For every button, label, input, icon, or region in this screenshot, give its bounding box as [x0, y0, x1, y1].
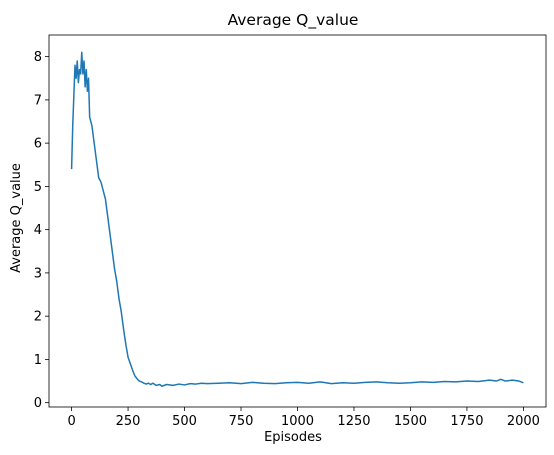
- plot-frame: [48, 34, 547, 408]
- series-layer: [70, 51, 524, 387]
- x-tick-label: 0: [67, 414, 75, 429]
- x-axis-label: Episodes: [264, 430, 322, 445]
- x-tick-label: 1750: [450, 414, 483, 429]
- y-tick-label: 8: [34, 50, 42, 65]
- axis-ticks: 0 250 500 750 1000 1250 1500 1750 2000 0 1 2 3 4 5 6 7 8: [34, 50, 540, 429]
- y-tick-label: 3: [34, 266, 42, 281]
- y-tick-label: 2: [34, 310, 42, 325]
- x-tick-label: 250: [116, 414, 141, 429]
- x-tick-label: 1500: [394, 414, 427, 429]
- y-tick-label: 7: [34, 93, 42, 108]
- chart-title: Average Q_value: [228, 11, 359, 30]
- x-tick-label: 2000: [507, 414, 540, 429]
- x-tick-label: 500: [172, 414, 197, 429]
- y-tick-label: 4: [34, 223, 42, 238]
- q-value-series-line: [70, 51, 524, 387]
- y-tick-label: 1: [34, 353, 42, 368]
- y-axis-label: Average Q_value: [9, 163, 24, 273]
- y-tick-label: 0: [34, 396, 42, 411]
- x-tick-label: 1250: [337, 414, 370, 429]
- x-tick-label: 750: [229, 414, 254, 429]
- y-tick-label: 6: [34, 137, 42, 152]
- x-tick-label: 1000: [281, 414, 314, 429]
- y-tick-label: 5: [34, 180, 42, 195]
